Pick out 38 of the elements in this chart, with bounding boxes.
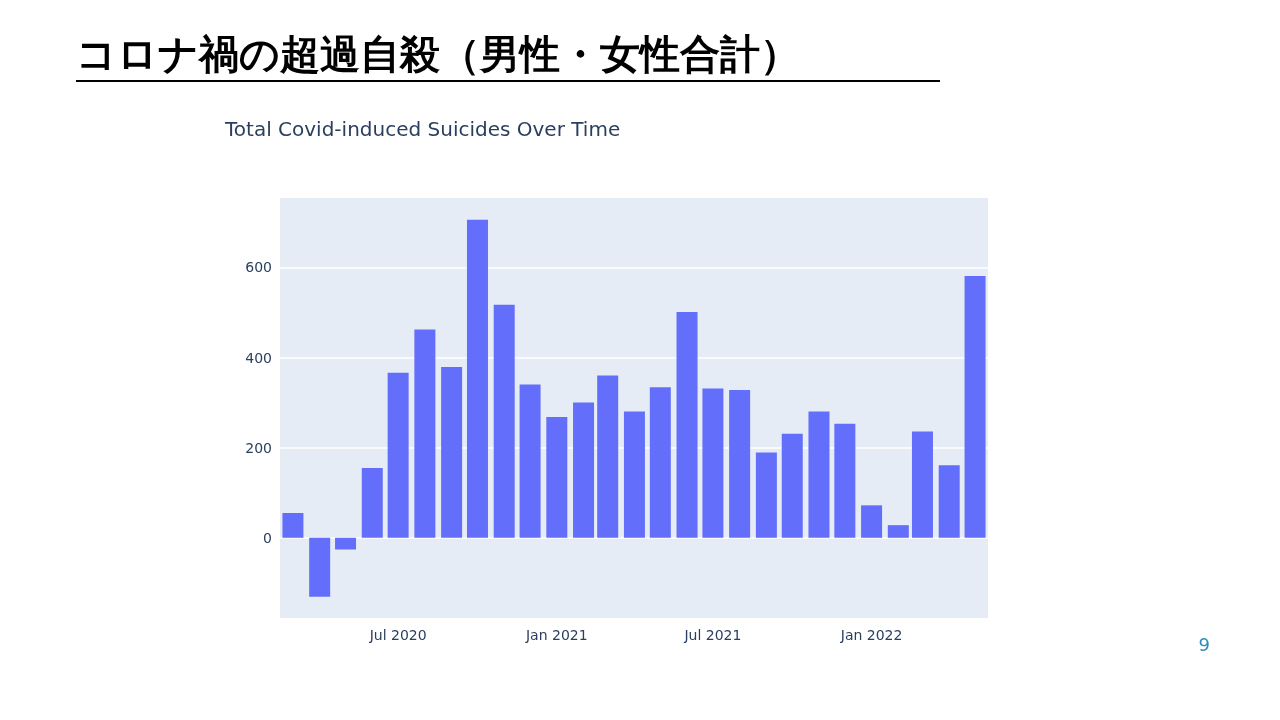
x-tick-label: Jan 2021 [524,627,588,643]
bar [597,375,619,538]
bar [387,372,409,538]
text: 9 [1198,633,1210,655]
bar [964,275,986,538]
bar [414,329,436,538]
bar [808,411,830,538]
bar [676,312,698,538]
bar [702,388,724,538]
bar [546,417,568,538]
chart-title: コロナ禍の超過自殺（男性・女性合計） [76,30,940,82]
bar [282,513,304,538]
bar [466,219,488,538]
bar [781,433,803,538]
bar [729,389,751,538]
chart-subtitle: Total Covid-induced Suicides Over Time [224,117,621,141]
bar [573,402,595,538]
bar [834,423,856,538]
bar [861,505,883,538]
x-tick-label: Jan 2022 [839,627,903,643]
y-tick-label: 0 [263,529,272,546]
bar [309,537,331,597]
bar [649,387,671,538]
bar [519,384,541,538]
y-tick-label: 600 [245,259,272,276]
bar [911,431,933,538]
bar [887,525,909,538]
x-tick-label: Jul 2020 [368,627,427,643]
y-tick-label: 400 [245,349,272,366]
bar [441,366,463,538]
y-tick-label: 200 [245,439,272,456]
bar [755,452,777,538]
bar [623,411,645,538]
bar [335,537,357,550]
bar [493,304,515,538]
bar [361,467,383,538]
bar [938,465,960,538]
x-tick-label: Jul 2021 [683,627,742,643]
